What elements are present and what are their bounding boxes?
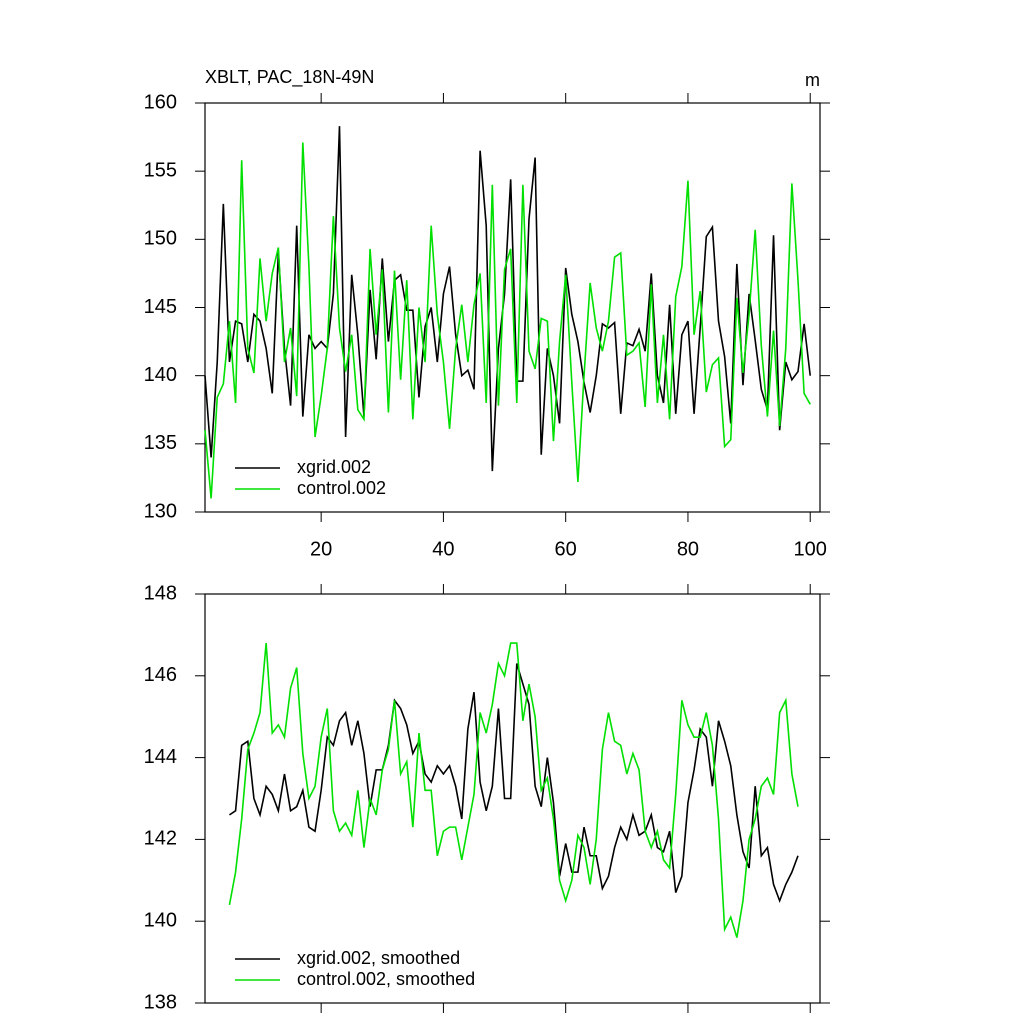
y-tick-label: 148 bbox=[144, 582, 177, 604]
series-line bbox=[229, 663, 799, 904]
legend-label: control.002, smoothed bbox=[297, 969, 475, 989]
y-tick-label: 145 bbox=[144, 296, 177, 318]
legend-label: xgrid.002, smoothed bbox=[297, 948, 460, 968]
x-tick-label: 60 bbox=[555, 538, 577, 560]
y-tick-label: 155 bbox=[144, 159, 177, 181]
y-tick-label: 130 bbox=[144, 500, 177, 522]
plot-frame bbox=[204, 593, 821, 1004]
y-tick-label: 142 bbox=[144, 828, 177, 850]
legend-label: control.002 bbox=[297, 478, 386, 498]
y-tick-label: 160 bbox=[144, 91, 177, 113]
y-tick-label: 140 bbox=[144, 364, 177, 386]
y-tick-label: 138 bbox=[144, 991, 177, 1013]
legend-label: xgrid.002 bbox=[297, 457, 371, 477]
x-tick-label: 20 bbox=[310, 538, 332, 560]
y-tick-label: 135 bbox=[144, 432, 177, 454]
x-tick-label: 100 bbox=[794, 538, 827, 560]
series-line bbox=[228, 642, 799, 938]
x-tick-label: 40 bbox=[432, 538, 454, 560]
x-tick-label: 80 bbox=[677, 538, 699, 560]
y-tick-label: 144 bbox=[144, 746, 177, 768]
y-tick-label: 150 bbox=[144, 228, 177, 250]
series-line bbox=[204, 126, 812, 472]
y-tick-label: 140 bbox=[144, 909, 177, 931]
y-tick-label: 146 bbox=[144, 664, 177, 686]
chart-title: XBLT, PAC_18N-49N bbox=[205, 67, 374, 88]
units-label: m bbox=[805, 70, 820, 90]
series-line bbox=[204, 142, 811, 499]
